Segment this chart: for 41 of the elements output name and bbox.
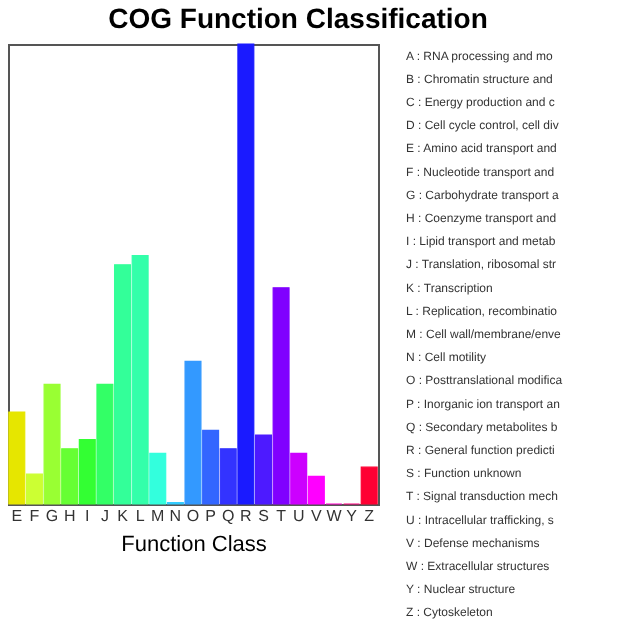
- x-tick-label: K: [117, 507, 130, 525]
- bar: [254, 434, 272, 505]
- x-tick-label: F: [29, 507, 40, 525]
- bar: [219, 448, 237, 505]
- x-tick-label: O: [186, 507, 200, 525]
- bar: [61, 448, 79, 505]
- bar: [43, 383, 61, 505]
- bar: [237, 43, 255, 505]
- x-tick-label: Q: [222, 507, 235, 525]
- bar: [360, 466, 378, 505]
- bar: [8, 411, 26, 505]
- bar: [149, 452, 167, 505]
- x-tick-label: J: [100, 507, 109, 525]
- x-tick-label: N: [169, 507, 182, 525]
- bar: [272, 287, 290, 505]
- x-tick-label: S: [258, 507, 269, 525]
- bar: [96, 383, 114, 505]
- x-tick-label: G: [45, 507, 59, 525]
- bar: [78, 439, 96, 505]
- x-tick-label: V: [310, 507, 323, 525]
- x-tick-label: E: [11, 507, 23, 525]
- x-tick-label: Z: [364, 507, 375, 525]
- x-tick-label: I: [85, 507, 90, 525]
- x-tick-label: H: [63, 507, 76, 525]
- bar: [114, 264, 132, 505]
- x-axis-title: Function Class: [121, 533, 268, 557]
- x-tick-label: U: [292, 507, 305, 525]
- bar: [202, 429, 220, 505]
- x-tick-label: M: [151, 507, 166, 525]
- bar: [290, 452, 308, 505]
- bar: [184, 360, 202, 505]
- x-tick-label: W: [326, 507, 343, 525]
- chart-title: COG Function Classification: [108, 2, 488, 35]
- bar: [25, 473, 43, 505]
- x-tick-label: R: [240, 507, 253, 525]
- x-tick-label: L: [135, 507, 146, 525]
- x-tick-label: T: [276, 507, 287, 525]
- bar: [307, 475, 325, 505]
- bar: [131, 255, 149, 505]
- x-tick-label: P: [205, 507, 216, 525]
- x-tick-label: Y: [346, 507, 359, 525]
